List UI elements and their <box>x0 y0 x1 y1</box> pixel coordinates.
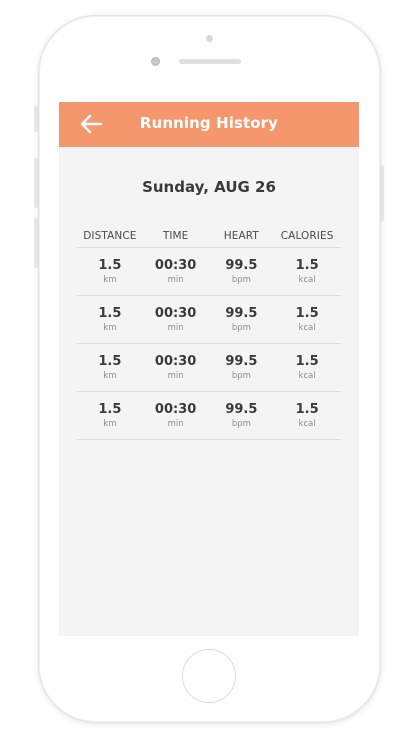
heart-cell: 99.5 bpm <box>209 296 275 343</box>
table-row[interactable]: 1.5 km 00:30 min 99.5 bpm 1.5 kcal <box>77 344 340 392</box>
calories-value: 1.5 <box>295 402 319 417</box>
time-value: 00:30 <box>154 402 197 417</box>
time-cell: 00:30 min <box>143 344 209 391</box>
time-unit: min <box>167 323 184 333</box>
heart-unit: bpm <box>231 419 251 429</box>
calories-unit: kcal <box>298 371 316 381</box>
time-value: 00:30 <box>154 306 197 321</box>
column-header-time: TIME <box>162 230 189 242</box>
table-row[interactable]: 1.5 km 00:30 min 99.5 bpm 1.5 kcal <box>77 392 340 440</box>
distance-unit: km <box>103 275 117 285</box>
calories-cell: 1.5 kcal <box>274 248 340 295</box>
time-value: 00:30 <box>154 258 197 273</box>
distance-cell: 1.5 km <box>77 296 143 343</box>
distance-cell: 1.5 km <box>77 248 143 295</box>
calories-unit: kcal <box>298 323 316 333</box>
heart-unit: bpm <box>231 275 251 285</box>
heart-cell: 99.5 bpm <box>209 344 275 391</box>
calories-unit: kcal <box>298 275 316 285</box>
calories-value: 1.5 <box>295 258 319 273</box>
time-unit: min <box>167 371 184 381</box>
calories-unit: kcal <box>298 419 316 429</box>
mute-switch <box>34 106 38 132</box>
volume-up-button <box>34 158 38 208</box>
table-header: DISTANCE TIME HEART CALORIES <box>77 226 340 248</box>
time-unit: min <box>167 419 184 429</box>
calories-cell: 1.5 kcal <box>274 296 340 343</box>
distance-cell: 1.5 km <box>77 344 143 391</box>
column-header-heart: HEART <box>223 230 259 242</box>
table-row[interactable]: 1.5 km 00:30 min 99.5 bpm 1.5 kcal <box>77 248 340 296</box>
calories-cell: 1.5 kcal <box>274 392 340 439</box>
calories-value: 1.5 <box>295 354 319 369</box>
time-value: 00:30 <box>154 354 197 369</box>
volume-down-button <box>34 218 38 268</box>
time-cell: 00:30 min <box>143 296 209 343</box>
heart-unit: bpm <box>231 371 251 381</box>
heart-value: 99.5 <box>225 402 258 417</box>
distance-unit: km <box>103 371 117 381</box>
heart-cell: 99.5 bpm <box>209 392 275 439</box>
table-row[interactable]: 1.5 km 00:30 min 99.5 bpm 1.5 kcal <box>77 296 340 344</box>
power-button <box>380 165 384 221</box>
app-bar: Running History <box>59 102 359 147</box>
heart-value: 99.5 <box>225 354 258 369</box>
arrow-left-icon[interactable] <box>79 113 103 135</box>
distance-value: 1.5 <box>98 402 122 417</box>
heart-cell: 99.5 bpm <box>209 248 275 295</box>
distance-value: 1.5 <box>98 258 122 273</box>
distance-cell: 1.5 km <box>77 392 143 439</box>
sensor-icon <box>151 57 160 66</box>
heart-value: 99.5 <box>225 306 258 321</box>
history-table: DISTANCE TIME HEART CALORIES 1.5 km 00:3… <box>77 226 340 440</box>
earpiece-speaker <box>179 59 241 64</box>
calories-cell: 1.5 kcal <box>274 344 340 391</box>
date-heading: Sunday, AUG 26 <box>142 178 276 196</box>
page-title: Running History <box>139 114 279 132</box>
home-button[interactable] <box>182 649 236 703</box>
column-header-distance: DISTANCE <box>83 230 137 242</box>
distance-unit: km <box>103 323 117 333</box>
distance-value: 1.5 <box>98 306 122 321</box>
front-camera-icon <box>206 35 213 42</box>
calories-value: 1.5 <box>295 306 319 321</box>
distance-unit: km <box>103 419 117 429</box>
heart-value: 99.5 <box>225 258 258 273</box>
time-cell: 00:30 min <box>143 392 209 439</box>
phone-screen: Running History Sunday, AUG 26 DISTANCE … <box>59 102 359 636</box>
time-cell: 00:30 min <box>143 248 209 295</box>
distance-value: 1.5 <box>98 354 122 369</box>
time-unit: min <box>167 275 184 285</box>
column-header-calories: CALORIES <box>280 230 334 242</box>
heart-unit: bpm <box>231 323 251 333</box>
